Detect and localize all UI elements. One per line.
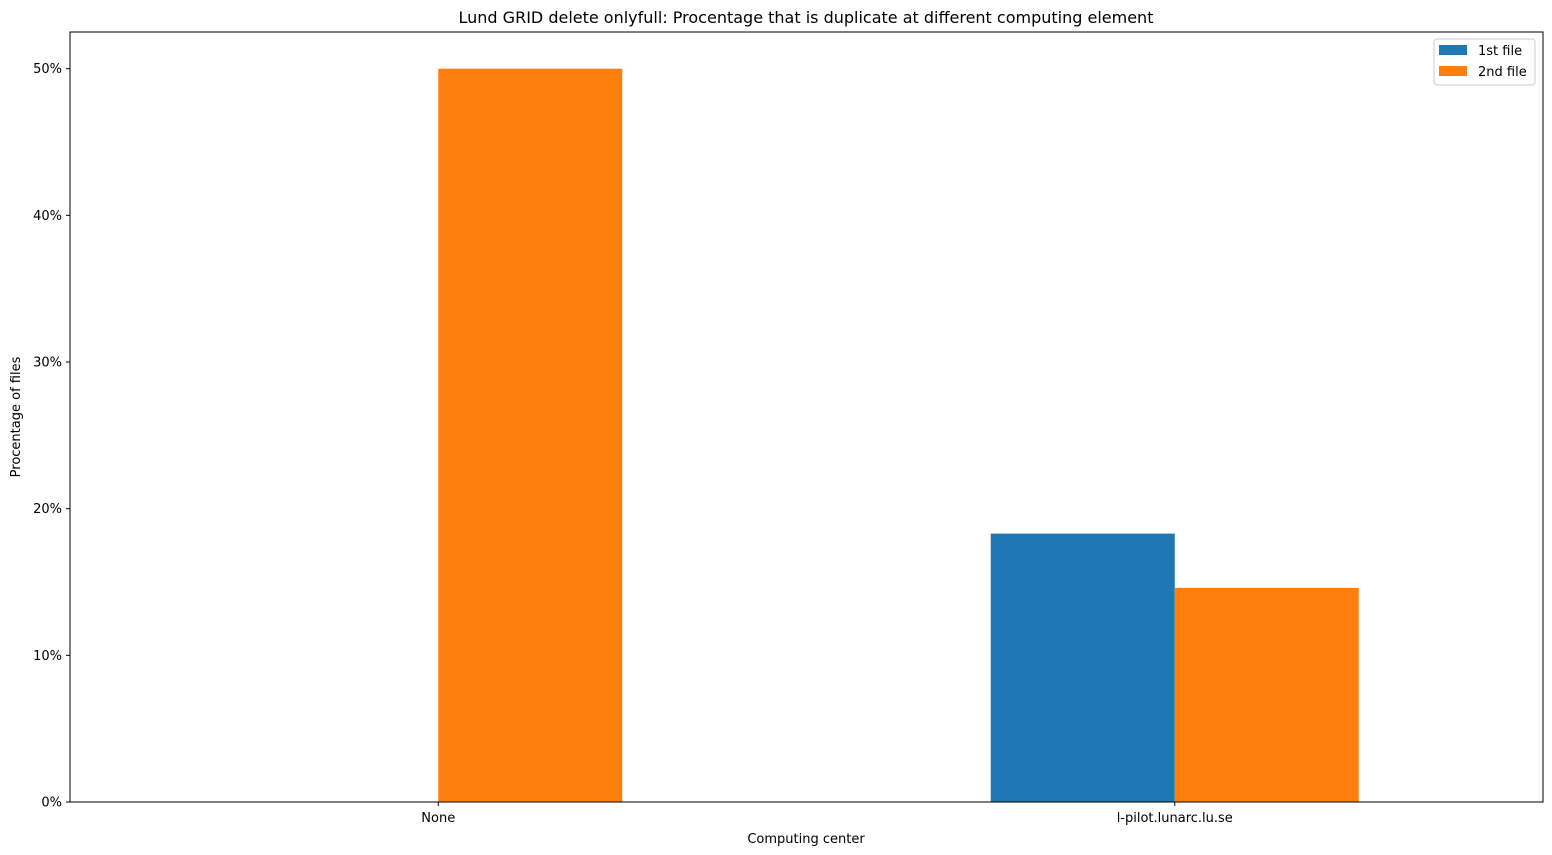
y-tick-label: 40% xyxy=(33,209,62,224)
y-axis-label: Procentage of files xyxy=(9,356,24,477)
bar-2nd-file-0 xyxy=(438,68,623,802)
legend: 1st file 2nd file xyxy=(1433,38,1536,86)
y-tick-label: 50% xyxy=(33,62,62,77)
x-axis-label: Computing center xyxy=(747,832,865,847)
legend-label: 2nd file xyxy=(1478,65,1527,80)
y-tick-label: 20% xyxy=(33,502,62,517)
bar-1st-file-1 xyxy=(990,533,1175,802)
bar-2nd-file-1 xyxy=(1174,587,1359,802)
x-tick-label: l-pilot.lunarc.lu.se xyxy=(1117,811,1233,826)
legend-swatch xyxy=(1439,66,1467,76)
chart-title: Lund GRID delete onlyfull: Procentage th… xyxy=(459,8,1154,27)
y-tick-label: 0% xyxy=(41,796,62,811)
x-tick-label: None xyxy=(421,811,455,826)
axes-frame xyxy=(69,31,1544,803)
y-tick-label: 10% xyxy=(33,649,62,664)
y-tick-label: 30% xyxy=(33,356,62,371)
legend-swatch xyxy=(1439,45,1467,55)
legend-label: 1st file xyxy=(1478,44,1522,59)
plot-area: 0% 10% 20% 30% 40% 50% None l-pilot.lunarc.lu.s… xyxy=(33,31,1544,826)
